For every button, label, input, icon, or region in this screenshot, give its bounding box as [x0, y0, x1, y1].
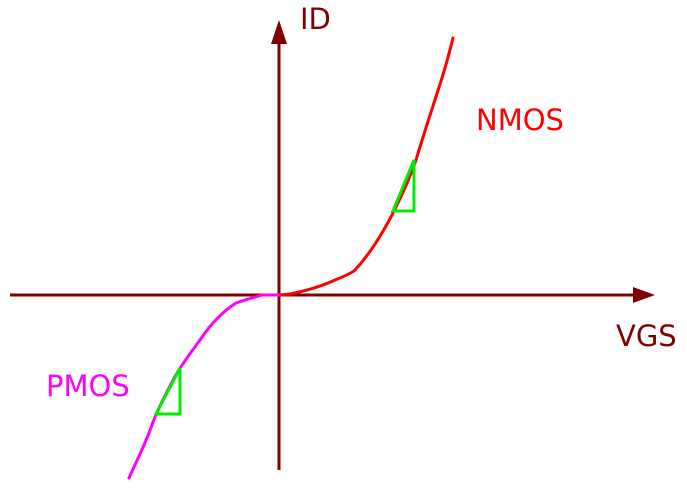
- id-axis-arrowhead: [271, 20, 287, 44]
- pmos-curve: [129, 295, 279, 478]
- vgs-axis-label: VGS: [616, 319, 677, 353]
- id-axis-label: ID: [300, 2, 331, 36]
- nmos-slope-triangle: [393, 160, 414, 211]
- nmos-curve: [279, 38, 453, 295]
- nmos-label: NMOS: [476, 103, 564, 137]
- pmos-slope-triangle: [156, 368, 180, 414]
- vgs-axis-arrowhead: [633, 287, 655, 303]
- pmos-label: PMOS: [46, 369, 130, 403]
